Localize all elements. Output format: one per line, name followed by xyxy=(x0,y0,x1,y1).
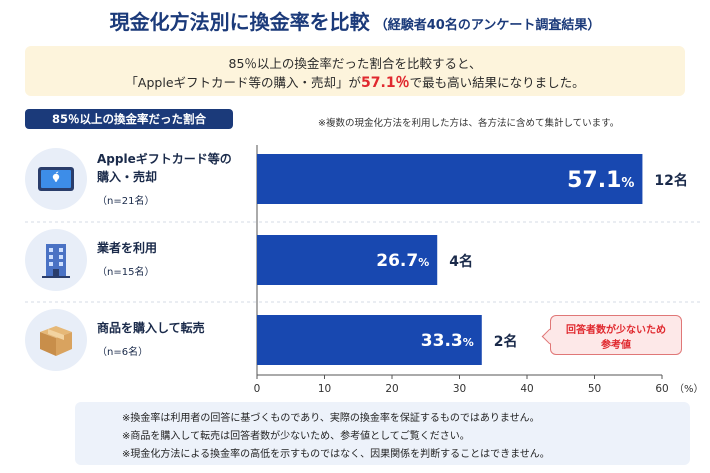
bar-value-label: 33.3% xyxy=(421,331,474,351)
row-label: Appleギフトカード等の 購入・売却 xyxy=(97,150,232,186)
x-tick-label: 20 xyxy=(385,383,398,395)
bar-value-label: 26.7% xyxy=(376,251,429,271)
bar-value-label: 57.1% xyxy=(567,168,634,193)
reference-value-callout: 回答者数が少ないため 参考値 xyxy=(541,315,682,355)
top-note: ※複数の現金化方法を利用した方は、各方法に含めて集計しています。 xyxy=(318,118,620,129)
summary-line-2-post: で最も高い結果になりました。 xyxy=(409,75,585,90)
footer-note-2: ※商品を購入して転売は回答者数が少ないため、参考値としてご覧ください。 xyxy=(122,431,470,442)
box-icon xyxy=(25,309,87,371)
bar xyxy=(257,154,643,204)
building-icon xyxy=(25,229,87,291)
bar xyxy=(257,235,438,285)
chart-title-block: 現金化方法別に換金率を比較 （経験者40名のアンケート調査結果） xyxy=(0,6,710,35)
row-n-count: （n=15名） xyxy=(97,267,155,278)
summary-line-1: 85％以上の換金率だった割合を比較すると、 xyxy=(228,56,482,71)
page-subtitle: （経験者40名のアンケート調査結果） xyxy=(374,18,601,33)
bar-count-label: 4名 xyxy=(449,253,473,270)
x-tick-label: 10 xyxy=(318,383,331,395)
footer-note-1: ※換金率は利用者の回答に基づくものであり、実際の換金率を保証するものではありませ… xyxy=(122,413,540,424)
summary-line-2: 「Appleギフトカード等の購入・売却」が57.1％で最も高い結果になりました。 xyxy=(25,72,685,92)
footer-note-3: ※現金化方法による換金率の高低を示すものではなく、因果関係を判断することはできま… xyxy=(122,449,550,460)
summary-highlight: 57.1％ xyxy=(361,75,410,91)
row-dealer: 業者を利用 （n=15名） xyxy=(25,225,255,295)
row-apple-gift-card: Appleギフトカード等の 購入・売却 （n=21名） xyxy=(25,144,255,214)
row-resale: 商品を購入して転売 （n=6名） xyxy=(25,305,255,375)
x-tick-label: 0 xyxy=(254,383,261,395)
x-tick-label: 30 xyxy=(453,383,466,395)
x-tick-label: 50 xyxy=(588,383,601,395)
bar xyxy=(257,315,482,365)
row-n-count: （n=21名） xyxy=(97,196,155,207)
summary-box: 85％以上の換金率だった割合を比較すると、 「Appleギフトカード等の購入・売… xyxy=(25,46,685,96)
row-label-line-1: Appleギフトカード等の xyxy=(97,152,232,166)
row-label: 商品を購入して転売 xyxy=(97,321,205,335)
page-title: 現金化方法別に換金率を比較 xyxy=(109,10,370,34)
bar-count-label: 2名 xyxy=(494,333,518,350)
callout-line-1: 回答者数が少ないため xyxy=(566,325,666,336)
footer-notes: ※換金率は利用者の回答に基づくものであり、実際の換金率を保証するものではありませ… xyxy=(75,402,690,465)
callout-line-2: 参考値 xyxy=(601,340,631,351)
row-n-count: （n=6名） xyxy=(97,347,149,358)
row-label-line-2: 購入・売却 xyxy=(97,170,158,184)
summary-line-2-pre: 「Appleギフトカード等の購入・売却」が xyxy=(125,75,362,90)
section-label: 85％以上の換金率だった割合 xyxy=(25,109,233,129)
row-label: 業者を利用 xyxy=(97,241,158,255)
x-tick-label: 60 xyxy=(655,383,668,395)
bar-count-label: 12名 xyxy=(654,172,687,189)
tablet-icon xyxy=(25,148,87,210)
x-tick-label: 40 xyxy=(520,383,533,395)
x-unit-label: （%） xyxy=(674,383,704,395)
